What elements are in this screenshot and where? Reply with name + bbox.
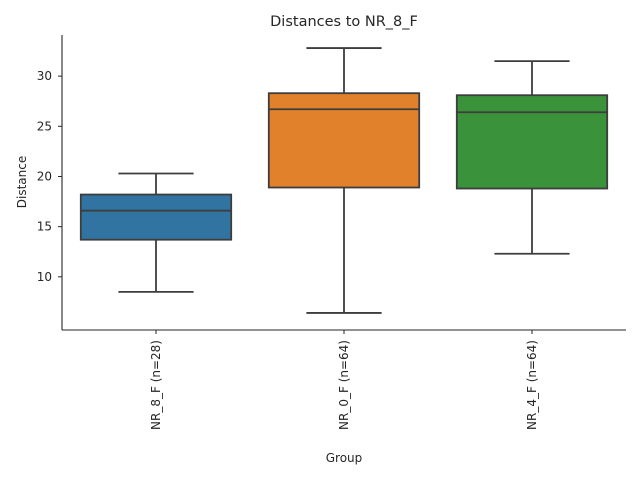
- x-axis-ticks: NR_8_F (n=28) NR_0_F (n=64) NR_4_F (n=64): [149, 330, 539, 430]
- y-axis-label: Distance: [15, 156, 29, 208]
- y-tick-label: 20: [37, 169, 52, 183]
- y-tick-label: 30: [37, 69, 52, 83]
- box-3: [455, 60, 609, 255]
- box-1: [79, 172, 233, 293]
- iqr-box: [267, 92, 421, 189]
- x-tick-label: NR_4_F (n=64): [525, 340, 539, 430]
- y-tick-label: 10: [37, 270, 52, 284]
- box-2: [267, 47, 421, 314]
- box-group: [79, 47, 609, 314]
- iqr-box: [455, 94, 609, 190]
- iqr-box: [79, 193, 233, 241]
- x-axis-label: Group: [326, 451, 363, 465]
- y-tick-label: 25: [37, 119, 52, 133]
- chart-title: Distances to NR_8_F: [270, 14, 418, 30]
- y-axis-ticks: 10 15 20 25 30: [37, 69, 62, 284]
- x-tick-label: NR_8_F (n=28): [149, 340, 163, 430]
- x-tick-label: NR_0_F (n=64): [337, 340, 351, 430]
- y-tick-label: 15: [37, 220, 52, 234]
